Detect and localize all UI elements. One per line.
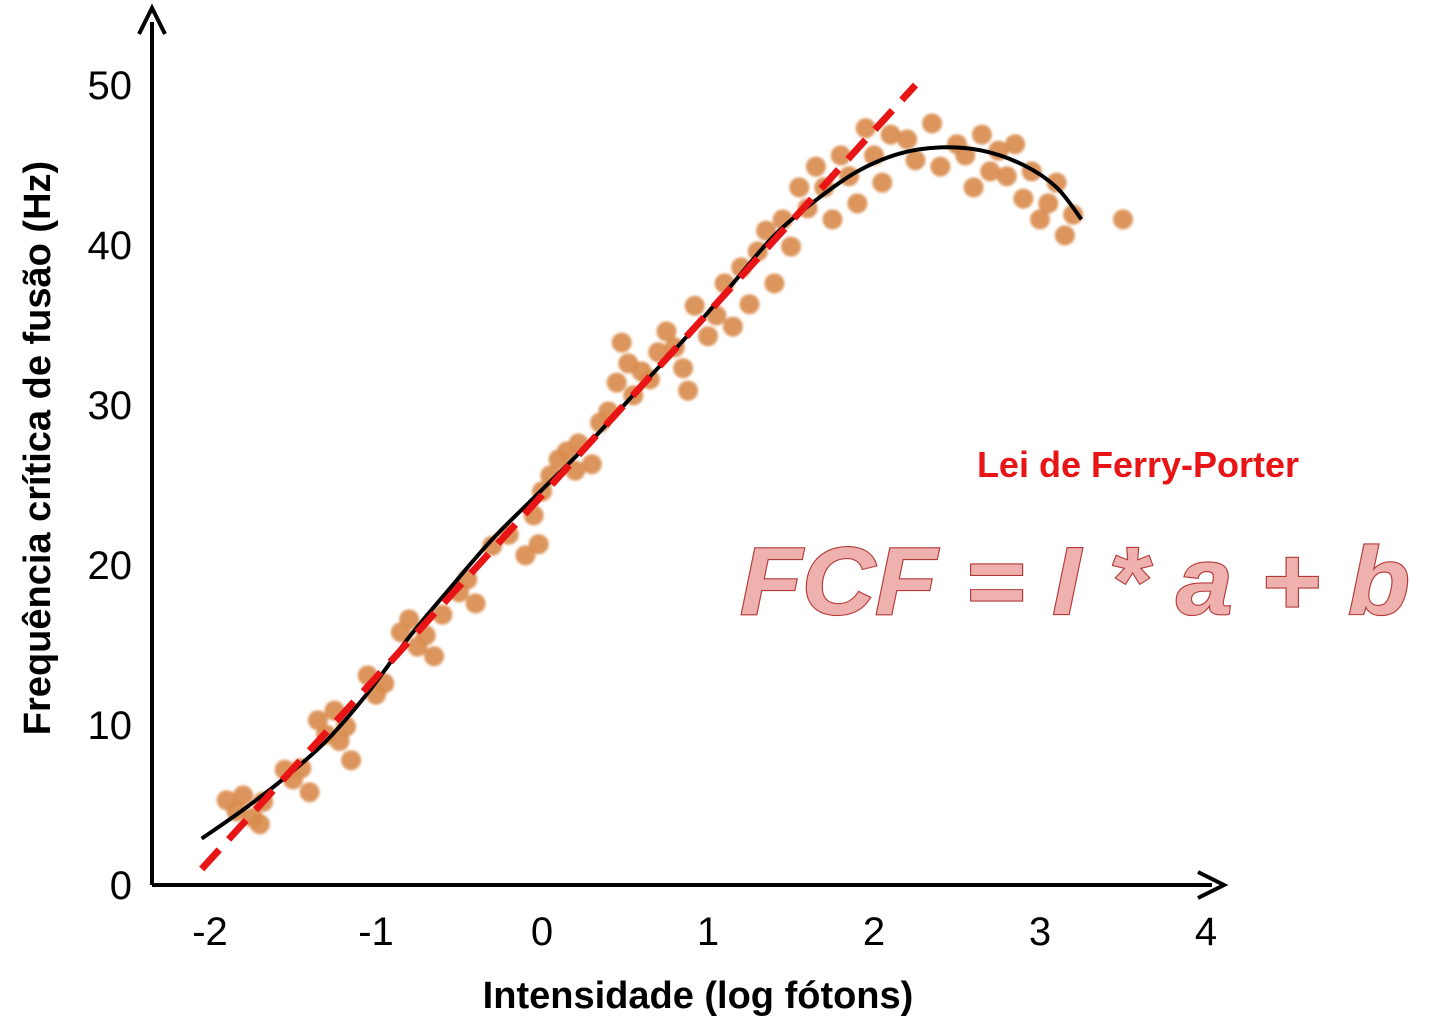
data-point [897, 129, 918, 150]
data-point [565, 460, 586, 481]
x-tick-label: 0 [531, 910, 553, 954]
data-point [684, 295, 705, 316]
data-point [1013, 188, 1034, 209]
data-point [805, 156, 826, 177]
x-tick-labels: -2 -1 0 1 2 3 4 [192, 910, 1217, 954]
y-tick-label: 20 [88, 544, 133, 588]
data-point [336, 716, 357, 737]
data-point [822, 209, 843, 230]
data-point [789, 177, 810, 198]
x-tick-label: -2 [192, 910, 228, 954]
fit-curve [200, 145, 1084, 841]
data-point [855, 118, 876, 139]
data-point [465, 593, 486, 614]
data-point [980, 161, 1001, 182]
formula: FCF = I * a + b [740, 528, 1410, 635]
data-point [528, 534, 549, 555]
data-point [233, 785, 254, 806]
data-point [1054, 225, 1075, 246]
data-point [739, 294, 760, 315]
law-title: Lei de Ferry-Porter [977, 444, 1299, 485]
data-point [1063, 204, 1084, 225]
data-point [764, 273, 785, 294]
data-point [432, 604, 453, 625]
data-point [611, 332, 632, 353]
data-point [341, 750, 362, 771]
data-point [1030, 209, 1050, 230]
data-point [1046, 172, 1067, 193]
data-point [606, 372, 627, 393]
data-point [1038, 193, 1059, 214]
data-point [1113, 209, 1133, 230]
data-point [656, 321, 677, 342]
x-tick-label: 4 [1195, 910, 1217, 954]
y-axis-title: Frequência crítica de fusão (Hz) [17, 161, 59, 735]
data-point [781, 236, 801, 257]
data-point [673, 358, 694, 379]
data-point [722, 316, 743, 337]
data-point [996, 166, 1017, 187]
x-tick-label: 1 [697, 910, 719, 954]
x-axis-arrow [1197, 870, 1229, 900]
data-point [880, 124, 901, 145]
data-point [424, 646, 445, 667]
data-point [971, 124, 992, 145]
data-point [905, 150, 926, 171]
data-point [963, 177, 984, 198]
data-point [872, 172, 893, 193]
y-tick-label: 0 [110, 864, 132, 908]
x-axis-title: Intensidade (log fótons) [483, 975, 914, 1017]
y-axis-arrow [137, 3, 167, 35]
data-point [922, 113, 943, 134]
data-point [847, 193, 868, 214]
data-point [756, 220, 777, 241]
data-point [830, 145, 851, 166]
data-point [1005, 134, 1026, 155]
y-tick-label: 10 [88, 704, 133, 748]
data-point [581, 454, 602, 475]
y-tick-label: 50 [88, 64, 133, 108]
axes [137, 3, 1229, 900]
data-point [515, 545, 536, 566]
data-point [678, 380, 699, 401]
y-tick-labels: 0 10 20 30 40 50 [88, 64, 133, 908]
x-tick-label: -1 [358, 910, 394, 954]
data-point [399, 609, 420, 630]
data-point [698, 326, 718, 347]
data-point [930, 156, 951, 177]
linear-law-line [199, 82, 919, 872]
y-tick-label: 40 [88, 224, 133, 268]
x-tick-label: 2 [863, 910, 885, 954]
data-point [249, 814, 270, 835]
x-tick-label: 3 [1029, 910, 1051, 954]
y-tick-label: 30 [88, 384, 133, 428]
data-point [299, 782, 320, 803]
